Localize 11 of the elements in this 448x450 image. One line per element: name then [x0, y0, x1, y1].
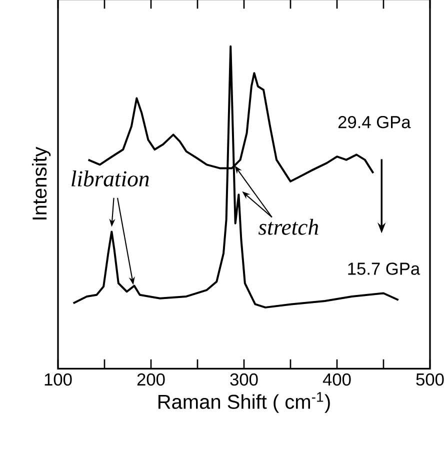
x-tick-label: 100	[44, 373, 72, 386]
series-label: 15.7 GPa	[348, 262, 420, 275]
x-tick-label: 400	[322, 373, 351, 386]
x-axis-title: Raman Shift ( cm$^{-1}$)	[158, 392, 330, 413]
annotation: stretch	[258, 218, 318, 235]
x-tick-label: 300	[230, 373, 258, 386]
x-tick-label: 500	[416, 373, 444, 386]
x-tick-label: 200	[137, 373, 165, 386]
series-label: 29.4 GPa	[338, 116, 411, 128]
annotation: libration	[72, 170, 149, 186]
y-axis-title: Intensity	[32, 146, 51, 220]
